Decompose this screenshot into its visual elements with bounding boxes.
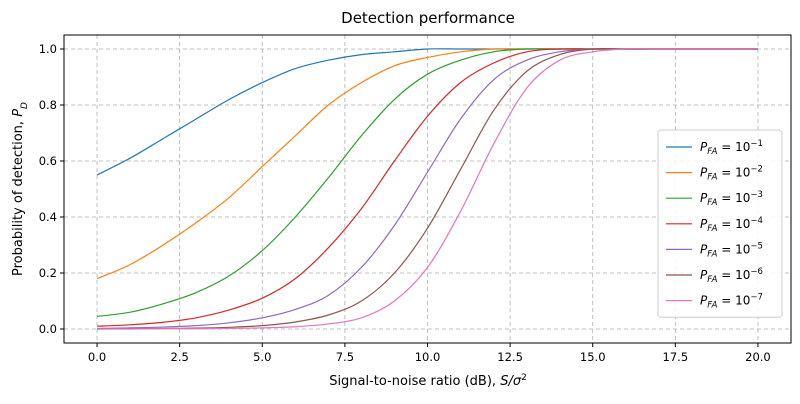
legend-label: PFA = 10−7 bbox=[700, 293, 763, 311]
x-tick-label: 12.5 bbox=[497, 350, 523, 364]
y-tick-label: 0.4 bbox=[39, 210, 57, 224]
x-axis-label: Signal-to-noise ratio (dB), S/σ2 bbox=[329, 373, 527, 389]
y-tick-label: 0.6 bbox=[39, 154, 57, 168]
x-tick-label: 10.0 bbox=[415, 350, 441, 364]
x-tick-label: 17.5 bbox=[663, 350, 689, 364]
axis-ticks: 0.0 2.5 5.0 7.5 10.0 12.5 15.0 17.5 20.0 0.0 0.2 0.… bbox=[39, 42, 771, 364]
legend-label: PFA = 10−3 bbox=[700, 190, 763, 208]
legend-label: PFA = 10−4 bbox=[700, 216, 763, 234]
series-lines bbox=[96, 47, 758, 330]
chart-title: Detection performance bbox=[341, 9, 515, 27]
legend: PFA = 10−1 PFA = 10−2 PFA = 10−3 PFA = 10−4… bbox=[657, 129, 783, 318]
x-tick-label: 20.0 bbox=[745, 350, 771, 364]
x-tick-label: 0.0 bbox=[88, 350, 106, 364]
y-tick-label: 0.2 bbox=[39, 266, 57, 280]
y-axis-label: Probability of detection, PD bbox=[11, 102, 30, 276]
series-line-7 bbox=[97, 48, 758, 330]
x-tick-label: 2.5 bbox=[171, 350, 189, 364]
legend-label: PFA = 10−2 bbox=[700, 165, 763, 183]
x-tick-label: 5.0 bbox=[253, 350, 271, 364]
y-tick-label: 1.0 bbox=[39, 42, 57, 56]
legend-label: PFA = 10−1 bbox=[700, 139, 763, 157]
legend-label: PFA = 10−5 bbox=[700, 241, 763, 259]
y-tick-label: 0.0 bbox=[39, 322, 57, 336]
legend-label: PFA = 10−6 bbox=[700, 267, 763, 285]
y-tick-label: 0.8 bbox=[39, 98, 57, 112]
x-tick-label: 15.0 bbox=[580, 350, 606, 364]
x-tick-label: 7.5 bbox=[336, 350, 354, 364]
legend-box bbox=[657, 129, 783, 318]
